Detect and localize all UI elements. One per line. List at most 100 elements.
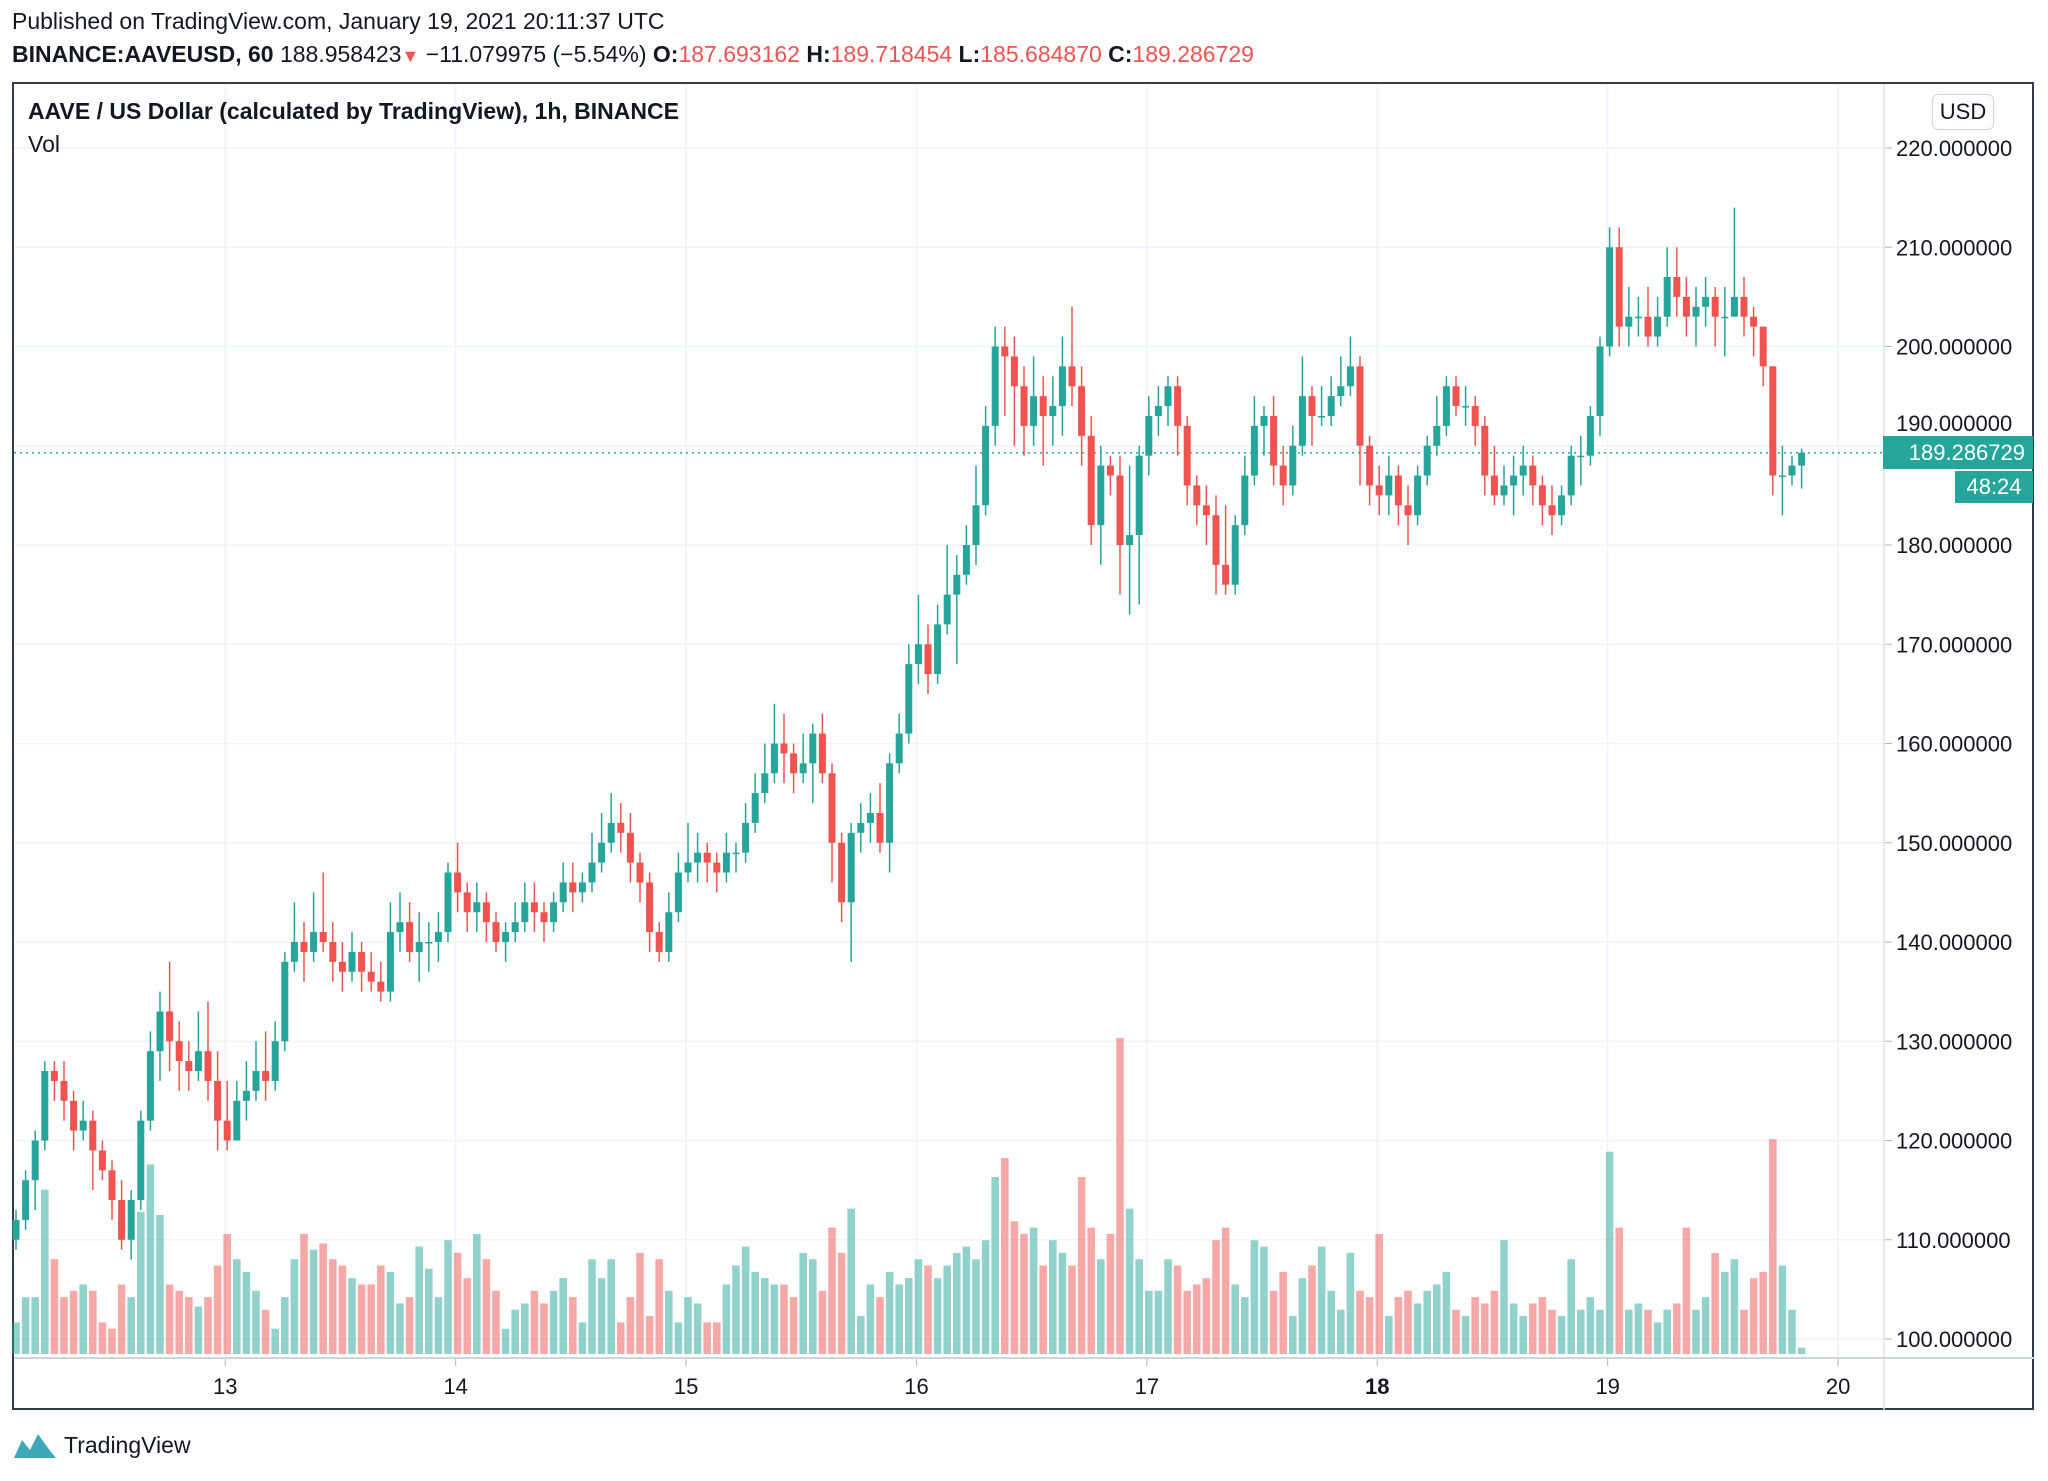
candle (156, 991, 164, 1081)
candle (1711, 286, 1719, 347)
candle (1682, 277, 1690, 337)
candle (60, 1061, 68, 1121)
candle-body (598, 842, 606, 863)
volume-bar (1241, 1297, 1249, 1354)
volume-bar (386, 1271, 395, 1354)
candle-body (934, 624, 942, 675)
candle-body (569, 882, 577, 893)
candle (1596, 336, 1604, 436)
y-tick-label: 160.000000 (1896, 732, 2012, 757)
candle (1193, 475, 1201, 526)
symbol-ohlc-line: BINANCE:AAVEUSD, 60 188.958423▼ −11.0799… (12, 41, 1254, 68)
candle-body (1798, 452, 1806, 466)
volume-bar (1125, 1208, 1134, 1354)
candle-body (742, 822, 750, 853)
volume-bar (1058, 1252, 1067, 1354)
volume-bar (89, 1290, 97, 1354)
currency-button[interactable]: USD (1932, 94, 1994, 130)
high-value: 189.718454 (830, 41, 953, 67)
candle-body (1529, 465, 1537, 486)
candle-body (972, 505, 980, 545)
candle-body (1490, 475, 1498, 496)
y-tick-label: 140.000000 (1896, 930, 2012, 955)
x-tick-label: 15 (674, 1374, 698, 1399)
volume-bar (1087, 1227, 1095, 1354)
volume-bar (434, 1297, 443, 1354)
candle-body (1730, 296, 1738, 317)
candle (751, 773, 759, 833)
candle (41, 1061, 49, 1151)
volume-bar (367, 1284, 375, 1354)
candle (1375, 465, 1383, 516)
candle (1250, 396, 1258, 486)
volume-bar (1682, 1227, 1691, 1354)
candle (1222, 505, 1230, 595)
volume-bar (597, 1278, 606, 1354)
candle (271, 1021, 279, 1091)
volume-bar (770, 1284, 779, 1354)
candle (1740, 277, 1748, 337)
volume-bar (501, 1328, 510, 1354)
candle-body (12, 1219, 20, 1240)
candle (674, 852, 682, 923)
volume-bar (127, 1297, 135, 1354)
candle (281, 951, 289, 1052)
candle (1318, 386, 1326, 426)
volume-bar (357, 1284, 366, 1354)
candle (1519, 445, 1527, 496)
volume-bar (1509, 1303, 1518, 1354)
volume-bar (1596, 1309, 1604, 1354)
candle (1231, 515, 1239, 595)
volume-bar (271, 1328, 279, 1354)
candle-body (1442, 386, 1450, 426)
volume-bar (1797, 1347, 1806, 1354)
candle-body (982, 425, 990, 506)
volume-bar (60, 1297, 68, 1354)
volume-bar (799, 1252, 807, 1354)
candle (1020, 366, 1028, 456)
volume-bar (713, 1322, 721, 1354)
candle-body (1433, 425, 1441, 446)
volume-bar (444, 1240, 452, 1354)
volume-bar (943, 1265, 951, 1354)
candle-body (1567, 455, 1575, 496)
candle (1039, 376, 1047, 466)
candle (1212, 495, 1220, 595)
candle (502, 922, 510, 962)
candle (358, 942, 366, 992)
candle (818, 713, 826, 784)
y-tick-label: 210.000000 (1896, 235, 2012, 260)
candle-body (847, 832, 855, 903)
volume-bar (693, 1303, 702, 1354)
candle (70, 1090, 78, 1151)
volume-bar (108, 1328, 116, 1354)
candle-body (636, 862, 644, 883)
volume-bar (655, 1259, 663, 1354)
candle (905, 644, 913, 744)
volume-bar (895, 1284, 903, 1354)
candle-body (166, 1011, 174, 1042)
candle-body (425, 942, 433, 944)
candle (1241, 455, 1249, 536)
candle-body (905, 664, 913, 734)
candle-body (617, 822, 625, 833)
candle (703, 842, 711, 883)
y-tick-label: 190.000000 (1896, 411, 2012, 436)
candle (1087, 415, 1095, 545)
volume-bar (194, 1306, 203, 1354)
volume-bar (261, 1309, 270, 1354)
symbol-label: BINANCE:AAVEUSD, 60 (12, 41, 274, 67)
volume-bar (626, 1297, 635, 1354)
candle-body (943, 594, 951, 625)
volume-bar (1653, 1322, 1662, 1354)
candle (1577, 435, 1585, 486)
candle (1481, 415, 1489, 496)
candle-body (1462, 406, 1470, 408)
tradingview-logo-icon (14, 1434, 56, 1458)
footer-brand[interactable]: TradingView (12, 1430, 191, 1460)
candle (1337, 356, 1345, 407)
candle (578, 872, 586, 903)
candle-body (1049, 406, 1057, 416)
candle-body (1634, 316, 1642, 319)
